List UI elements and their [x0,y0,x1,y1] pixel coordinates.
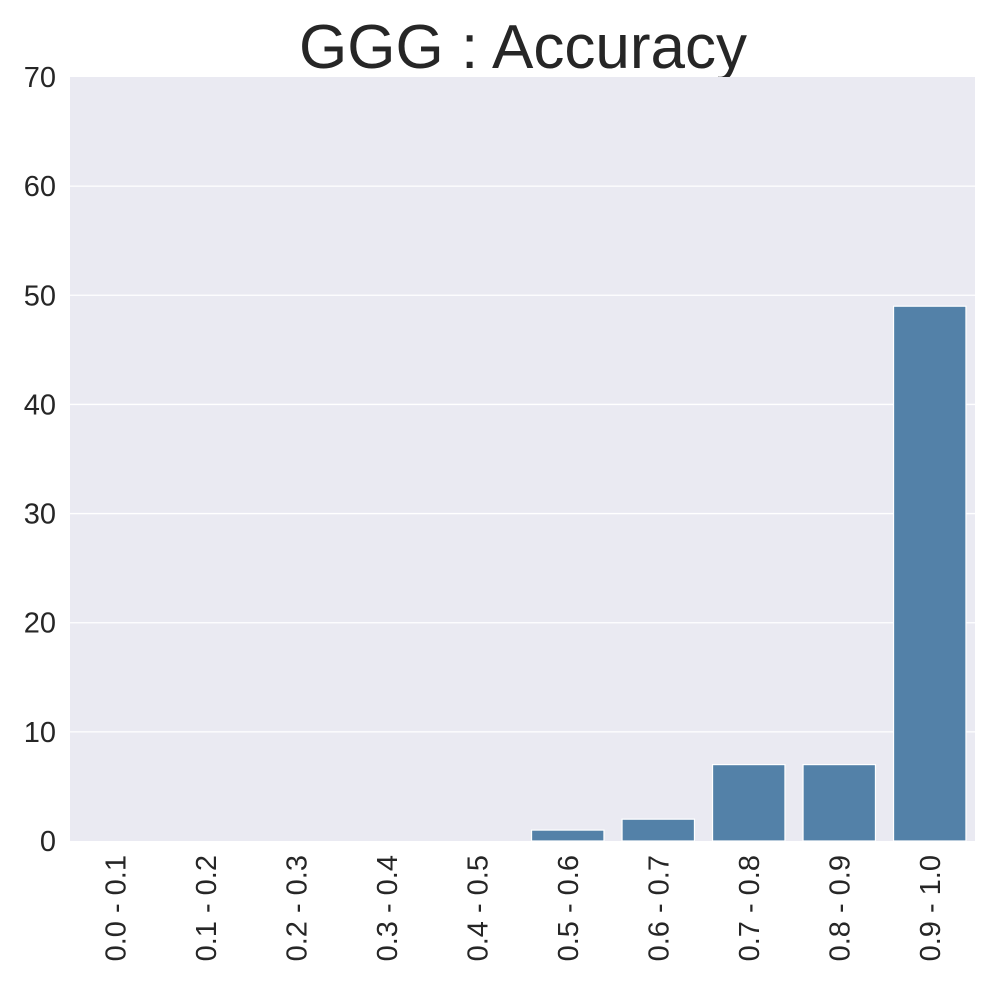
bar [802,763,877,842]
y-tick-label: 60 [24,171,56,203]
y-tick-label: 0 [40,826,56,858]
x-tick-label: 0.2 - 0.3 [281,855,313,961]
bar [621,818,696,842]
bar [892,305,967,842]
y-tick-label: 40 [24,389,56,421]
plot-area [70,77,975,841]
bar [711,763,786,842]
y-tick-label: 70 [24,62,56,94]
x-axis-tick-labels: 0.0 - 0.1 0.1 - 0.2 0.2 - 0.3 0.3 - 0.4 0.4 … [100,855,947,961]
x-tick-label: 0.8 - 0.9 [824,855,856,961]
gridlines [70,185,975,733]
chart-title: GGG : Accuracy [299,13,747,82]
y-tick-label: 20 [24,608,56,640]
x-tick-label: 0.9 - 1.0 [915,855,947,961]
x-tick-label: 0.3 - 0.4 [372,855,404,961]
x-tick-label: 0.6 - 0.7 [643,855,675,961]
x-tick-label: 0.1 - 0.2 [191,855,223,961]
bars [530,305,967,842]
x-tick-label: 0.4 - 0.5 [462,855,494,961]
y-axis-tick-labels: 0 10 20 30 40 50 60 70 [24,62,56,858]
x-tick-label: 0.7 - 0.8 [734,855,766,961]
y-tick-label: 50 [24,280,56,312]
x-tick-label: 0.0 - 0.1 [100,855,132,961]
y-tick-label: 30 [24,499,56,531]
x-tick-label: 0.5 - 0.6 [553,855,585,961]
bar [530,829,605,842]
y-tick-label: 10 [24,717,56,749]
